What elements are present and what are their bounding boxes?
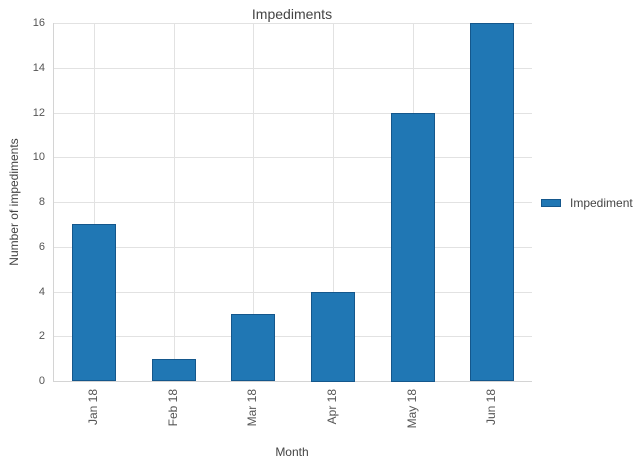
x-tick-label: Apr 18 [325, 389, 339, 425]
y-tick-label: 10 [32, 151, 45, 163]
x-tick-label: Feb 18 [166, 389, 180, 427]
gridline-horizontal [54, 292, 532, 293]
y-tick-label: 16 [32, 17, 45, 29]
bar-jan-18 [72, 224, 116, 381]
gridline-vertical [333, 23, 334, 381]
x-tick-label: May 18 [405, 389, 419, 429]
bar-apr-18 [311, 292, 355, 382]
bar-jun-18 [470, 23, 514, 381]
gridline-vertical [174, 23, 175, 381]
gridline-horizontal [54, 247, 532, 248]
y-tick-label: 14 [32, 62, 45, 74]
bar-may-18 [391, 113, 435, 382]
gridline-horizontal [54, 68, 532, 69]
bar-mar-18 [231, 314, 275, 381]
y-tick-label: 12 [32, 107, 45, 119]
y-tick-label: 6 [38, 241, 45, 253]
gridline-vertical [94, 23, 95, 381]
chart-title: Impediments [251, 6, 333, 22]
gridline-horizontal [54, 113, 532, 114]
gridline-horizontal [54, 336, 532, 337]
x-tick-label: Jun 18 [484, 389, 498, 426]
gridline-horizontal [54, 157, 532, 158]
gridline-vertical [253, 23, 254, 381]
x-tick-label: Mar 18 [245, 389, 259, 427]
y-tick-label: 4 [38, 286, 45, 298]
x-axis-title: Month [275, 445, 309, 459]
gridline-horizontal [54, 23, 532, 24]
legend-label: Impediment [570, 196, 633, 210]
y-tick-label: 0 [38, 375, 45, 387]
x-tick-label: Jan 18 [86, 389, 100, 426]
plot-area [53, 23, 532, 382]
y-tick-label: 2 [38, 330, 45, 342]
y-tick-label: 8 [38, 196, 45, 208]
bar-feb-18 [152, 359, 196, 381]
legend-swatch [541, 199, 561, 207]
gridline-horizontal [54, 202, 532, 203]
legend: Impediment [541, 194, 633, 212]
